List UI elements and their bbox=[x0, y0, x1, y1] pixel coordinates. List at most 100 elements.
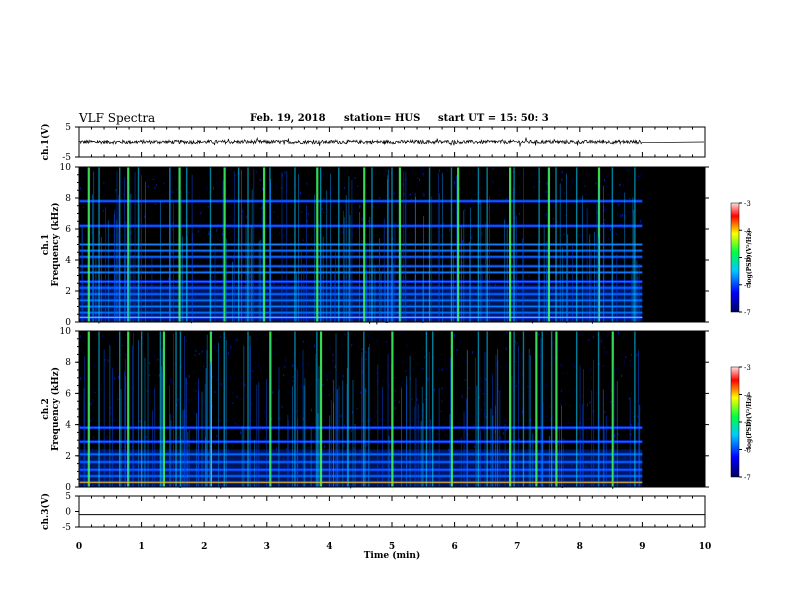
ch1-spectrogram-sferic bbox=[442, 172, 444, 322]
ch2-spectrogram-noise bbox=[598, 363, 600, 365]
ch1-spectrogram-burst bbox=[118, 167, 121, 322]
ch1-spectrogram-sferic bbox=[296, 273, 297, 322]
ch1-spectrogram-noise bbox=[225, 189, 227, 192]
ch1-spectrogram-noise bbox=[409, 167, 411, 170]
ch2-spectrogram-noise bbox=[442, 414, 444, 418]
ch1-spectrogram-noise bbox=[615, 246, 617, 250]
ch2-spectrogram-noise bbox=[177, 436, 179, 440]
ch1-spectrogram-burst bbox=[391, 167, 393, 322]
ch2-spectrogram-noise bbox=[112, 367, 114, 370]
ch1-spectrogram-noise bbox=[557, 194, 559, 198]
ch1-spectrogram-noise bbox=[467, 308, 469, 312]
ch2-spectrogram-noise bbox=[496, 347, 498, 349]
ch1-spectrogram-noise bbox=[175, 220, 177, 223]
ch2-spectrogram-noise bbox=[423, 356, 425, 359]
ch1-spectrogram-sferic bbox=[191, 174, 193, 322]
ch1-spectrogram-noise bbox=[625, 217, 627, 219]
ch2-spectrogram-noise bbox=[568, 389, 570, 391]
ch1-spectrogram-noise bbox=[628, 210, 630, 213]
ch1-spectrogram-noise bbox=[273, 211, 275, 214]
ch1-spectrogram-noise bbox=[455, 175, 457, 179]
ch2-spectrogram-noise bbox=[456, 450, 458, 454]
ch2-spectrogram-noise bbox=[605, 396, 607, 399]
ch1-spectrogram-sferic bbox=[250, 225, 252, 322]
ch1-spectrogram-sferic bbox=[81, 227, 83, 322]
ch1-spectrogram-noise bbox=[402, 183, 404, 187]
ch2-spectrogram-noise bbox=[500, 365, 502, 368]
ch2-spectrogram-noise bbox=[212, 352, 214, 354]
ch2-spectrogram-noise bbox=[290, 476, 292, 480]
ch1-spectrogram-sferic bbox=[141, 175, 142, 322]
ch1-spectrogram-noise bbox=[619, 192, 621, 196]
ch1-spectrogram-noise bbox=[471, 218, 473, 221]
ch2-spectrogram-noise bbox=[275, 431, 277, 434]
ch2-spectrogram-noise bbox=[624, 456, 626, 459]
ch2-spectrogram-noise bbox=[630, 392, 632, 396]
ch2-spectrogram-noise bbox=[283, 458, 285, 461]
ch1-spectrogram-noise bbox=[103, 181, 105, 184]
ch1-spectrogram-noise bbox=[545, 190, 547, 194]
ch1-spectrogram-noise bbox=[234, 227, 236, 229]
ch1-spectrogram-sferic bbox=[380, 272, 382, 322]
ch1-spectrogram-noise bbox=[187, 232, 189, 234]
ch2-spectrogram-noise bbox=[465, 360, 467, 363]
ch1-spectrogram-noise bbox=[385, 169, 387, 173]
ch2-spectrogram-noise bbox=[92, 347, 94, 350]
ch1-spectrogram-noise bbox=[491, 297, 493, 300]
ch2-spectrogram-noise bbox=[440, 410, 442, 412]
ch2-spectrogram-sferic bbox=[169, 414, 171, 487]
ch1-spectrogram-noise bbox=[583, 182, 585, 185]
ch2-spectrogram-sferic bbox=[315, 353, 317, 487]
ch1-spectrogram-noise bbox=[591, 309, 593, 312]
ch2-spectrogram-sferic bbox=[210, 361, 212, 487]
ch1-spectrogram-noise bbox=[461, 307, 463, 311]
ch1-spectrogram-noise bbox=[639, 174, 641, 177]
ch1-spectrogram-noise bbox=[370, 308, 372, 311]
ch2-spectrogram-band-core bbox=[79, 441, 643, 443]
ch2-spectrogram-noise bbox=[618, 331, 620, 335]
ch1-spectrogram-noise bbox=[506, 267, 508, 271]
ch1-spectrogram-ytick-label: 6 bbox=[65, 225, 71, 235]
ch1-spectrogram-burst bbox=[538, 167, 540, 322]
ch2-spectrogram-noise bbox=[635, 442, 637, 445]
ch1-spectrogram-sferic bbox=[456, 175, 457, 322]
ch2-spectrogram-noise bbox=[248, 462, 250, 466]
ch1-spectrogram-noise bbox=[322, 173, 324, 177]
ch2-spectrogram-noise bbox=[113, 419, 115, 422]
ch2-spectrogram-sferic bbox=[518, 345, 519, 487]
ch2-spectrogram-sferic bbox=[591, 390, 593, 487]
ch1-spectrogram-sferic bbox=[92, 227, 94, 322]
ch1-spectrogram-burst bbox=[338, 167, 340, 322]
ch1-spectrogram-burst bbox=[457, 167, 460, 322]
ch1-spectrogram-noise bbox=[475, 193, 477, 195]
ch1-spectrogram-noise bbox=[465, 174, 467, 177]
ch2-spectrogram-noise bbox=[104, 358, 106, 362]
ch2-spectrogram-noise bbox=[79, 335, 81, 338]
ch2-spectrogram-noise bbox=[480, 402, 482, 404]
ch2-spectrogram-noise bbox=[434, 437, 436, 439]
ch2-spectrogram-noise bbox=[616, 368, 618, 371]
ch1-spectrogram-noise bbox=[197, 230, 199, 233]
ch2-spectrogram-noise bbox=[483, 459, 485, 461]
ch1-spectrogram-noise bbox=[361, 240, 363, 242]
ch2-spectrogram-noise bbox=[527, 385, 529, 388]
ch2-spectrogram-burst bbox=[522, 331, 525, 487]
ch2-spectrogram-noise bbox=[258, 364, 260, 368]
ch1-spectrogram-sferic bbox=[515, 215, 517, 322]
ch2-spectrogram-noise bbox=[235, 423, 237, 426]
ch2-spectrogram-noise bbox=[146, 457, 148, 459]
ch1-spectrogram-noise bbox=[454, 181, 456, 184]
ch2-spectrogram-burst bbox=[513, 331, 515, 487]
ch1-spectrogram-noise bbox=[172, 228, 174, 231]
ch1-spectrogram-noise bbox=[443, 222, 445, 225]
ch2-spectrogram-noise bbox=[263, 410, 265, 413]
ch1-spectrogram-noise bbox=[250, 275, 252, 278]
ch2-spectrogram-noise bbox=[298, 373, 300, 377]
ch2-spectrogram-noise bbox=[447, 401, 449, 404]
ch2-spectrogram-noise bbox=[601, 339, 603, 343]
ch1-spectrogram-noise bbox=[79, 238, 81, 241]
ch2-spectrogram-noise bbox=[490, 473, 492, 476]
ch2-spectrogram-noise bbox=[141, 464, 143, 466]
ch2-spectrogram-lowfreq-hiss bbox=[79, 449, 643, 487]
ch1-spectrogram-noise bbox=[122, 186, 124, 189]
